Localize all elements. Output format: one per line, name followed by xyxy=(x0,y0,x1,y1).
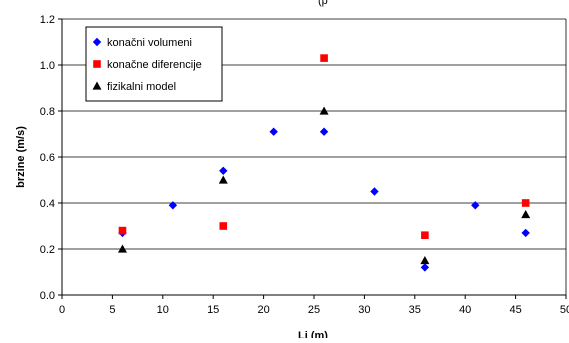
x-tick-label: 30 xyxy=(358,304,370,316)
legend-label: konačni volumeni xyxy=(107,37,192,49)
data-point-square xyxy=(320,54,328,62)
data-point-square xyxy=(118,226,127,235)
x-tick-label: 15 xyxy=(207,304,219,316)
x-tick-label: 0 xyxy=(59,304,65,316)
legend-marker-triangle xyxy=(92,81,102,90)
legend-marker-diamond xyxy=(92,37,102,47)
y-tick-label: 0.8 xyxy=(40,106,55,118)
legend-box xyxy=(85,26,223,102)
x-axis-title: Li (m) xyxy=(298,330,328,338)
legend-marker-square xyxy=(93,60,101,68)
axes xyxy=(58,18,567,299)
data-point-diamond xyxy=(168,201,178,210)
y-axis-title: brzine (m/s) xyxy=(15,126,27,188)
data-point-square xyxy=(219,222,228,230)
y-tick-label: 1.2 xyxy=(40,14,55,26)
data-point-diamond xyxy=(471,201,480,210)
x-tick-label: 10 xyxy=(157,304,169,316)
data-point-diamond xyxy=(219,166,228,175)
legend-label: fizikalni model xyxy=(107,81,176,93)
x-tick-label: 50 xyxy=(560,304,569,316)
y-tick-label: 0.4 xyxy=(40,198,55,210)
data-point-square xyxy=(421,231,429,239)
y-tick-label: 1.0 xyxy=(40,60,55,72)
data-point-triangle xyxy=(521,210,531,219)
y-tick-label: 0.0 xyxy=(40,290,55,302)
data-point-diamond xyxy=(420,263,430,272)
data-point-diamond xyxy=(521,228,530,238)
data-point-triangle xyxy=(420,256,430,265)
data-point-triangle xyxy=(319,106,329,115)
data-point-diamond xyxy=(319,127,329,136)
x-tick-label: 25 xyxy=(308,304,320,316)
data-point-square xyxy=(521,199,530,207)
data-point-diamond xyxy=(370,187,379,196)
chart-title-fragment: (p xyxy=(318,0,328,7)
x-tick-label: 35 xyxy=(409,304,421,316)
data-points xyxy=(117,54,531,272)
x-tick-label: 45 xyxy=(509,304,521,316)
legend: konačni volumeni konačne diferencije fizik… xyxy=(85,26,223,102)
y-tick-label: 0.2 xyxy=(40,244,55,256)
tick-labels: 0.0 0.2 0.4 0.6 0.8 1.0 1.2 0 5 10 15 20 25 30 35 40 45 5… xyxy=(40,14,569,316)
x-tick-label: 5 xyxy=(109,304,115,316)
x-tick-label: 40 xyxy=(459,304,471,316)
data-point-diamond xyxy=(269,127,278,136)
data-point-triangle xyxy=(218,175,228,184)
legend-label: konačne diferencije xyxy=(107,59,202,71)
data-point-triangle xyxy=(117,244,127,253)
y-tick-label: 0.6 xyxy=(40,152,55,164)
x-tick-label: 20 xyxy=(257,304,269,316)
